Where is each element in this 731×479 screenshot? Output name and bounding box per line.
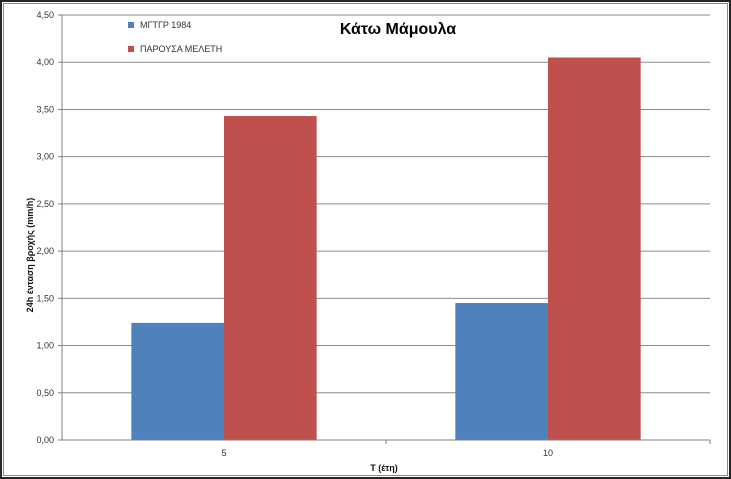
x-tick-label: 10 [543, 448, 553, 458]
legend-swatch [128, 46, 134, 52]
x-tick-label: 5 [221, 448, 226, 458]
legend-swatch [128, 22, 134, 28]
legend-label: ΜΓΤΓΡ 1984 [140, 20, 191, 30]
y-tick-label: 1,00 [36, 341, 54, 351]
x-axis-title: Τ (έτη) [370, 463, 398, 473]
y-tick-label: 4,50 [36, 10, 54, 20]
bars [131, 57, 641, 441]
y-tick-label: 3,50 [36, 104, 54, 114]
y-tick-label: 1,50 [36, 293, 54, 303]
chart-title: Κάτω Μάμουλα [340, 21, 456, 38]
legend: ΜΓΤΓΡ 1984 ΠΑΡΟΥΣΑ ΜΕΛΕΤΗ [128, 20, 222, 54]
y-tick-label: 3,00 [36, 152, 54, 162]
y-tick-labels: 0,00 0,50 1,00 1,50 2,00 2,50 3,00 3,50 4,00 4,50 [36, 10, 62, 445]
y-tick-label: 4,00 [36, 57, 54, 67]
bar-series1-cat5 [131, 322, 224, 440]
bar-series2-cat5 [224, 116, 317, 441]
y-tick-label: 2,00 [36, 246, 54, 256]
y-tick-label: 2,50 [36, 199, 54, 209]
y-tick-label: 0,50 [36, 388, 54, 398]
bar-series1-cat10 [455, 303, 548, 440]
bar-series2-cat10 [548, 57, 641, 440]
y-axis-title: 24h ένταση βροχής (mm/h) [25, 198, 35, 313]
x-tick-labels: 5 10 [221, 440, 711, 458]
legend-label: ΠΑΡΟΥΣΑ ΜΕΛΕΤΗ [140, 44, 222, 54]
y-tick-label: 0,00 [36, 435, 54, 445]
